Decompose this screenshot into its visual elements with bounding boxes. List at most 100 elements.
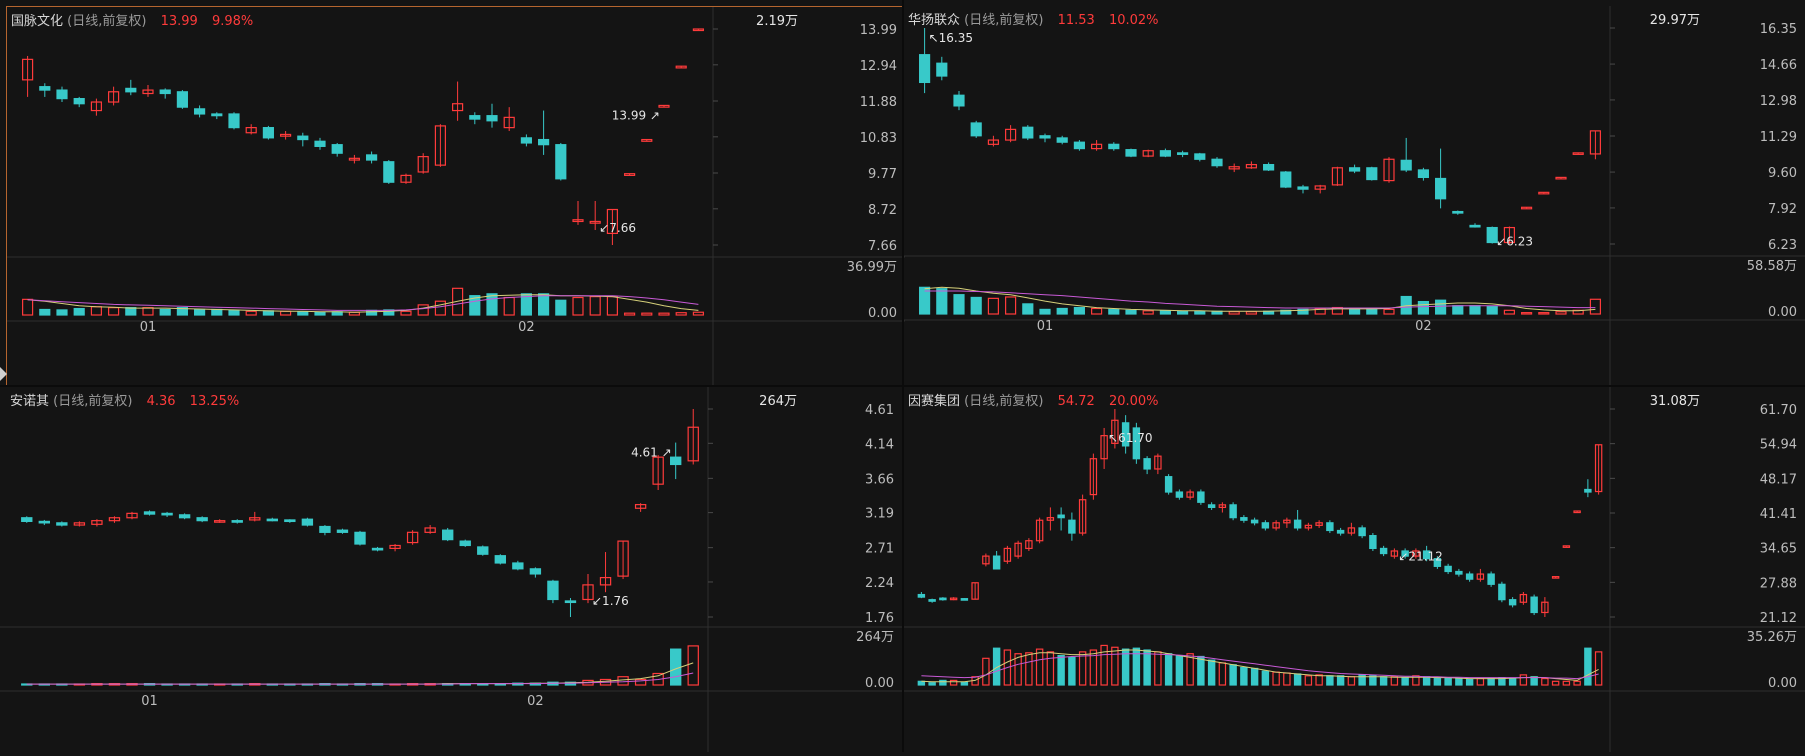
candle-body bbox=[1039, 135, 1051, 139]
volume-bar bbox=[1240, 666, 1248, 686]
volume-bar bbox=[555, 299, 567, 316]
volume-bar bbox=[1390, 676, 1399, 686]
x-tick-label: 01 bbox=[140, 320, 157, 335]
candle-body bbox=[1349, 167, 1361, 172]
candle-body bbox=[939, 597, 947, 601]
candle-body bbox=[176, 91, 188, 108]
volume-bar bbox=[1486, 306, 1498, 315]
candle-body bbox=[624, 173, 636, 176]
candle-body bbox=[692, 28, 704, 32]
candlestick-chart[interactable]: 13.99 12.94 11.88 10.83 9.77 8.72 7.66 36.99万 0.… bbox=[7, 7, 905, 387]
candle-body bbox=[1091, 143, 1103, 150]
volume-bar bbox=[1250, 667, 1259, 686]
volume-bar bbox=[1022, 303, 1034, 315]
y-tick-label: 48.17 bbox=[1760, 472, 1797, 487]
change-pct: 9.98% bbox=[211, 14, 254, 29]
candle-body bbox=[1280, 171, 1292, 188]
y-tick-label: 1.76 bbox=[865, 611, 894, 626]
candle-body bbox=[1154, 455, 1162, 470]
volume-bar bbox=[1573, 680, 1581, 686]
candle-body bbox=[564, 600, 577, 604]
chart-panel-yinsai[interactable]: 因赛集团 (日线,前复权) 54.72 20.00% 31.08万 61.70 5… bbox=[904, 387, 1805, 752]
panel-header: 安诺其 (日线,前复权) 4.36 13.25% bbox=[10, 390, 239, 409]
chart-panel-anuoqi[interactable]: 安诺其 (日线,前复权) 4.36 13.25% 264万 4.61 4.14 3.… bbox=[0, 387, 902, 752]
volume-bar bbox=[22, 298, 34, 316]
candle-body bbox=[442, 529, 454, 541]
volume-bar bbox=[176, 307, 188, 316]
volume-bar bbox=[1521, 312, 1533, 315]
volume-bar bbox=[949, 679, 958, 686]
candle-body bbox=[1111, 419, 1119, 444]
last-price: 54.72 bbox=[1057, 394, 1095, 409]
volume-bar bbox=[606, 296, 618, 316]
panel-divider-vertical bbox=[902, 0, 904, 752]
candle-body bbox=[214, 520, 226, 523]
candle-body bbox=[1014, 542, 1022, 557]
volume-bar bbox=[1035, 648, 1044, 686]
candle-body bbox=[231, 520, 243, 523]
volume-bar bbox=[1078, 651, 1087, 686]
volume-bar bbox=[641, 312, 653, 316]
last-price: 13.99 bbox=[160, 14, 198, 29]
change-pct: 13.25% bbox=[189, 394, 240, 409]
candle-body bbox=[1315, 522, 1323, 526]
y-tick-label: 61.70 bbox=[1760, 403, 1797, 418]
x-tick-label: 01 bbox=[141, 694, 158, 709]
chart-panel-guomai[interactable]: 国脉文化 (日线,前复权) 13.99 9.98% 2.19万 13.99 12.… bbox=[6, 6, 905, 387]
y-tick-label: 54.94 bbox=[1760, 438, 1797, 453]
candle-body bbox=[1125, 149, 1137, 157]
y-tick-label: 41.41 bbox=[1760, 507, 1797, 522]
candle-body bbox=[555, 144, 567, 180]
panel-header: 华扬联众 (日线,前复权) 11.53 10.02% bbox=[908, 9, 1159, 28]
candle-body bbox=[1519, 593, 1528, 603]
candle-body bbox=[424, 527, 436, 533]
volume-bar bbox=[982, 657, 990, 686]
candle-body bbox=[1142, 150, 1154, 157]
volume-bar bbox=[1125, 309, 1137, 315]
chart-panel-huayang[interactable]: 华扬联众 (日线,前复权) 11.53 10.02% 29.97万 16.35 1… bbox=[904, 6, 1805, 386]
candle-body bbox=[161, 512, 173, 516]
volume-bar bbox=[1326, 675, 1334, 686]
y-tick-label: 2.71 bbox=[865, 542, 894, 557]
y-tick-label: 34.65 bbox=[1760, 542, 1797, 557]
volume-bar bbox=[159, 308, 171, 316]
candle-body bbox=[1358, 527, 1366, 537]
candle-body bbox=[1272, 522, 1280, 529]
candle-body bbox=[634, 504, 647, 509]
candle-body bbox=[538, 138, 550, 146]
candle-body bbox=[1207, 504, 1216, 509]
chart-mode: (日线,前复权) bbox=[53, 394, 133, 409]
high-price-marker: 13.99 ↗ bbox=[612, 108, 660, 122]
candle-body bbox=[1283, 519, 1291, 524]
candle-body bbox=[1240, 517, 1248, 521]
volume-bar bbox=[919, 286, 931, 315]
candlestick-chart[interactable]: 61.70 54.94 48.17 41.41 34.65 27.88 21.12 35.26… bbox=[904, 387, 1805, 752]
volume-bar bbox=[1283, 672, 1291, 686]
candle-body bbox=[284, 519, 296, 523]
volume-bar bbox=[1073, 306, 1085, 315]
y-tick-label: 9.60 bbox=[1768, 166, 1797, 181]
volume-bar bbox=[572, 296, 584, 316]
panel-header: 国脉文化 (日线,前复权) 13.99 9.98% bbox=[11, 10, 253, 29]
candle-body bbox=[73, 522, 86, 526]
candle-body bbox=[1383, 158, 1395, 182]
volume-bar bbox=[1111, 646, 1119, 686]
candle-body bbox=[1465, 573, 1474, 580]
candlestick-chart[interactable]: 4.61 4.14 3.66 3.19 2.71 2.24 1.76 264万 0.00 01 02… bbox=[0, 387, 902, 752]
candle-body bbox=[1412, 550, 1420, 557]
volume-bar bbox=[936, 288, 948, 315]
volume-bar bbox=[73, 307, 85, 316]
candle-body bbox=[1555, 176, 1567, 180]
y-tick-label: 10.83 bbox=[860, 131, 897, 146]
volume-bar bbox=[1177, 310, 1189, 315]
candle-body bbox=[1046, 517, 1055, 521]
candlestick-chart[interactable]: 16.35 14.66 12.98 11.29 9.60 7.92 6.23 58.58万 0.… bbox=[904, 6, 1805, 386]
volume-bar bbox=[928, 682, 936, 686]
stock-name: 国脉文化 bbox=[11, 14, 64, 29]
high-price-marker: ↖61.70 bbox=[1108, 431, 1152, 445]
volume-bar bbox=[1142, 310, 1154, 315]
low-price-marker: ↙1.76 bbox=[592, 594, 629, 608]
volume-tick-label: 0.00 bbox=[1768, 305, 1797, 320]
candle-body bbox=[1435, 177, 1447, 200]
candle-body bbox=[1218, 504, 1227, 509]
